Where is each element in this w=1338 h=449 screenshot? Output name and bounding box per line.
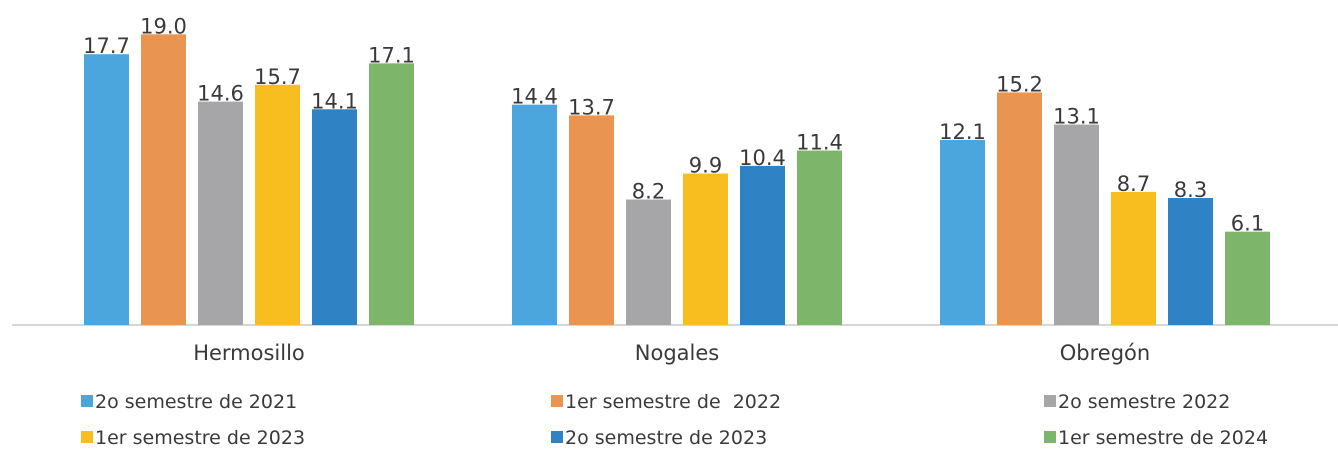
- bar: [997, 92, 1042, 325]
- bar: [512, 104, 557, 326]
- legend-swatch: [551, 431, 563, 443]
- value-label: 14.1: [311, 89, 358, 113]
- legend-swatch: [551, 395, 563, 407]
- value-label: 17.7: [83, 34, 130, 58]
- value-label: 12.1: [939, 120, 986, 144]
- legend-swatch: [81, 395, 93, 407]
- legend-label: 2o semestre de 2023: [565, 427, 767, 449]
- value-label: 8.7: [1117, 172, 1150, 196]
- legend-label: 2o semestre de 2021: [95, 391, 297, 413]
- value-label: 14.4: [511, 85, 558, 109]
- bar: [141, 34, 186, 326]
- value-label: 6.1: [1231, 212, 1264, 236]
- bar: [740, 165, 785, 325]
- bar: [683, 173, 728, 325]
- legend-swatch: [1044, 395, 1056, 407]
- legend-label: 1er semestre de 2023: [95, 427, 305, 449]
- value-label: 13.1: [1053, 105, 1100, 129]
- bar: [940, 139, 985, 325]
- bar: [626, 199, 671, 325]
- bar: [312, 109, 357, 326]
- bar: [1111, 191, 1156, 325]
- bar: [369, 63, 414, 326]
- value-label: 17.1: [368, 43, 415, 67]
- bar: [1168, 198, 1213, 325]
- value-label: 13.7: [568, 95, 615, 119]
- legend-swatch: [1044, 431, 1056, 443]
- bar: [198, 101, 243, 326]
- bar: [84, 54, 129, 325]
- value-label: 8.3: [1174, 178, 1207, 202]
- bar: [797, 150, 842, 325]
- value-label: 15.7: [254, 65, 301, 89]
- x-tick-label: Nogales: [635, 341, 719, 365]
- value-label: 8.2: [632, 180, 665, 204]
- legend-label: 1er semestre de 2024: [1058, 427, 1268, 449]
- legend-label: 1er semestre de 2022: [565, 391, 781, 413]
- bar: [1225, 231, 1270, 325]
- value-label: 19.0: [140, 14, 187, 38]
- x-tick-label: Hermosillo: [193, 341, 305, 365]
- value-label: 11.4: [796, 131, 843, 155]
- legend-swatch: [81, 431, 93, 443]
- bar: [569, 115, 614, 325]
- x-tick-label: Obregón: [1060, 341, 1150, 365]
- bar: [255, 84, 300, 325]
- legend-label: 2o semestre 2022: [1058, 391, 1230, 413]
- bar: [1054, 124, 1099, 325]
- value-label: 14.6: [197, 82, 244, 106]
- value-label: 15.2: [996, 72, 1043, 96]
- value-label: 10.4: [739, 146, 786, 170]
- value-label: 9.9: [689, 154, 722, 178]
